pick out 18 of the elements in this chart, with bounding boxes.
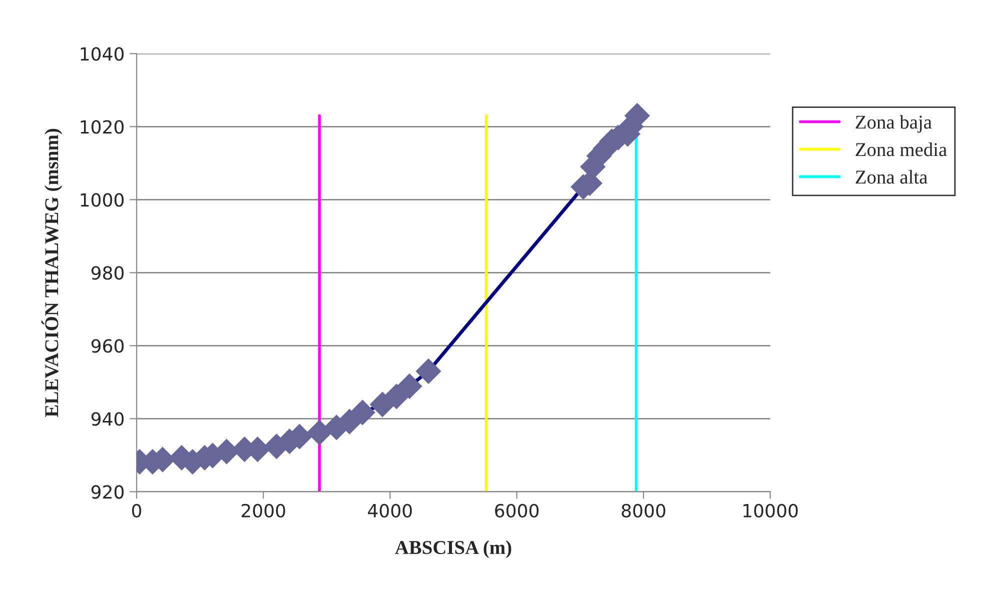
x-axis-title: ABSCISA (m) (394, 540, 512, 558)
x-tick-label: 8000 (622, 504, 666, 518)
legend-label: Zona alta (856, 170, 928, 184)
y-tick-label: 920 (91, 485, 124, 499)
y-tick-label: 1040 (80, 47, 124, 61)
y-tick-label: 1020 (80, 120, 124, 134)
legend-label: Zona baja (856, 115, 932, 133)
y-tick-label: 1000 (80, 193, 124, 207)
x-tick-label: 6000 (495, 504, 539, 518)
x-tick-label: 0 (132, 504, 142, 518)
x-tick-label: 10000 (743, 504, 798, 518)
y-tick-label: 980 (91, 266, 124, 280)
x-tick-label: 4000 (368, 504, 412, 518)
y-tick-label: 940 (91, 412, 124, 426)
x-tick-label: 2000 (242, 504, 286, 518)
legend-label: Zona media (856, 142, 947, 156)
y-tick-label: 960 (91, 339, 124, 353)
y-axis-title: ELEVACIÓN THALWEG (msnm) (41, 128, 62, 417)
